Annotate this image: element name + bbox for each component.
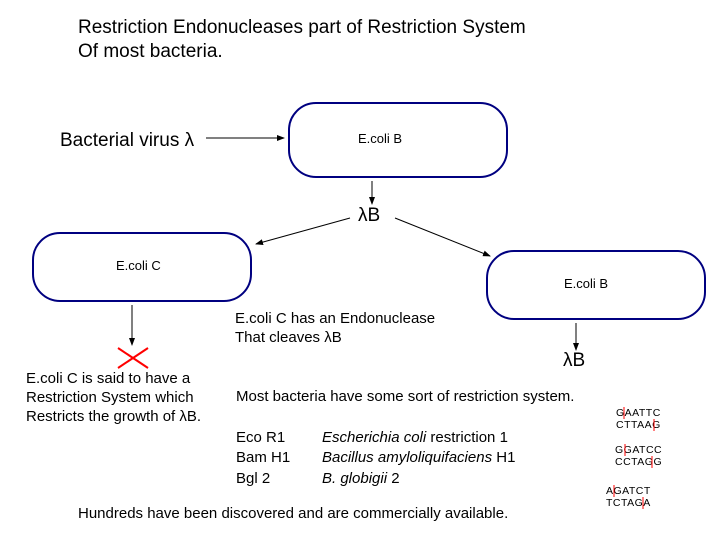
sequence-gaattc: GAATTC CTTAAG xyxy=(616,408,661,431)
cell-ecoli-b-bot-label: E.coli B xyxy=(564,276,608,291)
enzyme-name: Eco R1 xyxy=(236,428,322,448)
most-bacteria-text: Most bacteria have some sort of restrict… xyxy=(236,388,574,405)
enzyme-row: Bgl 2 B. globigii 2 xyxy=(236,469,515,489)
enzyme-list: Eco R1 Escherichia coli restriction 1 Ba… xyxy=(236,428,515,489)
x-mark-icon xyxy=(116,346,150,370)
seq-bot: CTTAAG xyxy=(616,420,661,432)
enzyme-desc: Escherichia coli restriction 1 xyxy=(322,428,508,448)
restrict-line2: Restriction System which xyxy=(26,389,194,406)
title-line1: Restriction Endonucleases part of Restri… xyxy=(78,17,526,38)
cleave-line2: That cleaves λB xyxy=(235,329,342,346)
seq-bot: TCTAGA xyxy=(606,498,651,510)
seq-top: GGATCC xyxy=(615,445,662,457)
lambda-b-label-2: λB xyxy=(563,350,585,372)
enzyme-desc: Bacillus amyloliquifaciens H1 xyxy=(322,448,515,468)
cleave-line1: E.coli C has an Endonuclease xyxy=(235,310,435,327)
sequence-agatct: AGATCT TCTAGA xyxy=(606,486,651,509)
restrict-line3: Restricts the growth of λB. xyxy=(26,408,201,425)
enzyme-name: Bgl 2 xyxy=(236,469,322,489)
seq-top: AGATCT xyxy=(606,486,651,498)
slide-title: Restriction Endonucleases part of Restri… xyxy=(78,16,526,64)
enzyme-desc: B. globigii 2 xyxy=(322,469,400,489)
enzyme-name: Bam H1 xyxy=(236,448,322,468)
cell-ecoli-c-label: E.coli C xyxy=(116,258,161,273)
hundreds-text: Hundreds have been discovered and are co… xyxy=(78,505,508,522)
lambda-b-label-1: λB xyxy=(358,205,380,227)
sequence-ggatcc: GGATCC CCTAGG xyxy=(615,445,662,468)
restriction-text: E.coli C is said to have a Restriction S… xyxy=(26,370,201,426)
restrict-line1: E.coli C is said to have a xyxy=(26,370,190,387)
cell-ecoli-b-top-label: E.coli B xyxy=(358,131,402,146)
cleave-text: E.coli C has an Endonuclease That cleave… xyxy=(235,310,435,348)
title-line2: Of most bacteria. xyxy=(78,41,223,62)
seq-top: GAATTC xyxy=(616,408,661,420)
enzyme-row: Eco R1 Escherichia coli restriction 1 xyxy=(236,428,515,448)
virus-label: Bacterial virus λ xyxy=(60,130,194,152)
enzyme-row: Bam H1 Bacillus amyloliquifaciens H1 xyxy=(236,448,515,468)
seq-bot: CCTAGG xyxy=(615,457,662,469)
